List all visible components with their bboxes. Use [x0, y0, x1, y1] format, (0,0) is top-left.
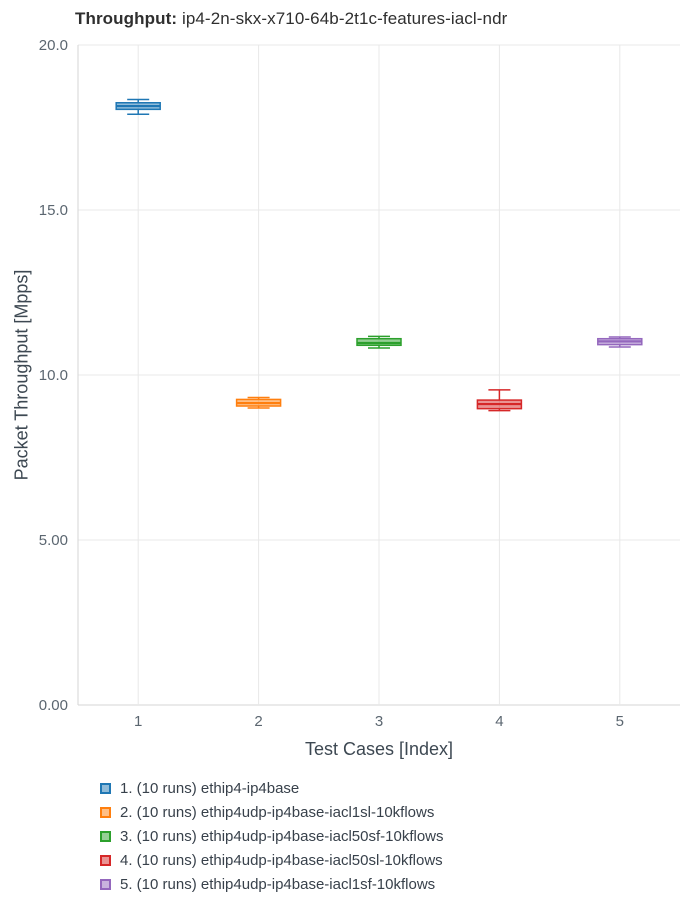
- legend-label: 1. (10 runs) ethip4-ip4base: [120, 779, 300, 797]
- legend-swatch-icon: [100, 782, 111, 794]
- legend-label: 2. (10 runs) ethip4udp-ip4base-iacl1sl-1…: [120, 803, 435, 821]
- y-tick-label: 0.00: [39, 697, 68, 714]
- y-tick-label: 10.0: [39, 367, 68, 384]
- y-tick-label: 20.0: [39, 37, 68, 54]
- legend: 1. (10 runs) ethip4-ip4base 2. (10 runs) …: [100, 776, 444, 896]
- x-tick-label: 3: [375, 713, 383, 730]
- box-trace-4[interactable]: [476, 389, 523, 412]
- chart-title-text: ip4-2n-skx-x710-64b-2t1c-features-iacl-n…: [177, 9, 508, 28]
- box-trace-3[interactable]: [356, 335, 402, 349]
- y-tick-label: 5.00: [39, 532, 68, 549]
- x-axis-title: Test Cases [Index]: [304, 739, 454, 759]
- chart-title-prefix: Throughput:: [75, 9, 178, 28]
- box-trace-5[interactable]: [597, 336, 643, 348]
- x-tick-label: 2: [254, 713, 262, 730]
- legend-label: 4. (10 runs) ethip4udp-ip4base-iacl50sl-…: [120, 851, 443, 869]
- legend-item-3[interactable]: 3. (10 runs) ethip4udp-ip4base-iacl50sf-…: [100, 824, 444, 848]
- legend-item-5[interactable]: 5. (10 runs) ethip4udp-ip4base-iacl1sf-1…: [100, 872, 444, 896]
- chart-title: Throughput: ip4-2n-skx-x710-64b-2t1c-fea…: [75, 9, 507, 29]
- x-tick-label: 5: [616, 713, 624, 730]
- legend-item-4[interactable]: 4. (10 runs) ethip4udp-ip4base-iacl50sl-…: [100, 848, 444, 872]
- plot-area: 0.00 5.00 10.0 15.0 20.0 1 2 3 4 5: [39, 37, 680, 730]
- box-trace-2[interactable]: [235, 396, 282, 409]
- legend-swatch-icon: [100, 878, 111, 890]
- x-tick-label: 4: [495, 713, 503, 730]
- legend-label: 5. (10 runs) ethip4udp-ip4base-iacl1sf-1…: [120, 875, 436, 893]
- legend-item-2[interactable]: 2. (10 runs) ethip4udp-ip4base-iacl1sl-1…: [100, 800, 444, 824]
- legend-swatch-icon: [100, 806, 111, 818]
- y-tick-label: 15.0: [39, 202, 68, 219]
- legend-swatch-icon: [100, 830, 111, 842]
- legend-swatch-icon: [100, 854, 111, 866]
- legend-label: 3. (10 runs) ethip4udp-ip4base-iacl50sf-…: [120, 827, 444, 845]
- box-trace-1[interactable]: [115, 98, 161, 116]
- x-tick-label: 1: [134, 713, 142, 730]
- legend-item-1[interactable]: 1. (10 runs) ethip4-ip4base: [100, 776, 444, 800]
